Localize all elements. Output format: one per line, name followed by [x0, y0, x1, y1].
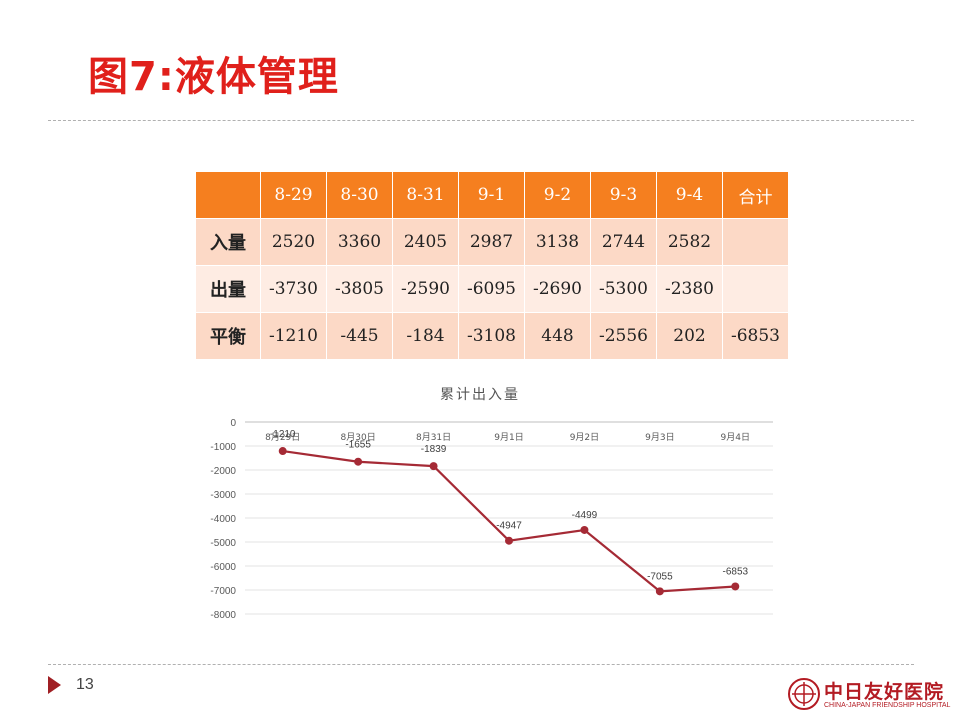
table-header-row: 8-29 8-30 8-31 9-1 9-2 9-3 9-4 合计	[195, 171, 789, 219]
table-cell: -6095	[458, 265, 525, 313]
table-cell: -2380	[656, 265, 723, 313]
table-cell: -184	[392, 312, 459, 360]
table-header-cell: 9-1	[458, 171, 525, 219]
table-cell: -3805	[326, 265, 393, 313]
hospital-name: 中日友好医院	[824, 681, 945, 703]
hospital-logo-icon	[788, 678, 820, 710]
table-row-intake: 入量 2520 3360 2405 2987 3138 2744 2582	[195, 218, 789, 266]
x-tick-label: 8月31日	[416, 432, 451, 443]
table-row-balance: 平衡 -1210 -445 -184 -3108 448 -2556 202 -…	[195, 312, 789, 360]
data-label: -4947	[496, 521, 522, 532]
data-label: -4499	[572, 510, 598, 521]
data-point	[505, 536, 513, 545]
table-header-cell: 合计	[722, 171, 789, 219]
y-tick-label: -2000	[210, 466, 236, 477]
x-tick-label: 9月1日	[494, 432, 523, 443]
table-cell: 448	[524, 312, 591, 360]
data-point	[655, 587, 664, 596]
y-tick-label: -3000	[210, 490, 236, 501]
table-cell: -2556	[590, 312, 657, 360]
table-cell: 2744	[590, 218, 657, 266]
x-tick-label: 8月29日	[265, 432, 300, 443]
fluid-table: 8-29 8-30 8-31 9-1 9-2 9-3 9-4 合计 入量 252…	[195, 171, 789, 360]
page-number: 13	[76, 676, 94, 693]
row-label: 平衡	[195, 312, 261, 360]
data-point	[580, 525, 589, 534]
y-tick-label: -6000	[210, 562, 236, 573]
data-point	[731, 582, 740, 591]
table-cell: -6853	[722, 312, 789, 360]
title-divider	[48, 120, 914, 121]
table-header-cell: 8-29	[260, 171, 327, 219]
hospital-name-en: CHINA-JAPAN FRIENDSHIP HOSPITAL	[824, 702, 951, 709]
row-label: 入量	[195, 218, 261, 266]
data-point	[429, 462, 438, 471]
table-cell	[722, 265, 789, 313]
data-point	[354, 457, 363, 466]
y-tick-label: -4000	[210, 514, 236, 525]
table-header-cell: 9-4	[656, 171, 723, 219]
table-header-cell: 8-30	[326, 171, 393, 219]
y-tick-label: 0	[230, 418, 236, 429]
table-cell: 3360	[326, 218, 393, 266]
y-tick-label: -7000	[210, 586, 236, 597]
table-cell: -2590	[392, 265, 459, 313]
table-header-cell: 8-31	[392, 171, 459, 219]
table-cell: -5300	[590, 265, 657, 313]
data-label: -1210	[270, 429, 296, 440]
table-cell: 202	[656, 312, 723, 360]
data-point	[278, 447, 287, 456]
table-header-cell	[195, 171, 261, 219]
table-cell: -2690	[524, 265, 591, 313]
x-tick-label: 9月2日	[570, 432, 599, 443]
table-cell: -3730	[260, 265, 327, 313]
data-label: -7055	[647, 571, 673, 582]
slide-title: 图7:液体管理	[88, 54, 339, 100]
footer-divider	[48, 664, 914, 665]
x-tick-label: 9月4日	[721, 432, 750, 443]
y-tick-label: -8000	[210, 610, 236, 621]
bullet-arrow-icon	[48, 676, 61, 694]
row-label: 出量	[195, 265, 261, 313]
data-label: -1655	[345, 440, 371, 451]
chart-title: 累计出入量	[440, 387, 520, 403]
table-cell	[722, 218, 789, 266]
table-row-output: 出量 -3730 -3805 -2590 -6095 -2690 -5300 -…	[195, 265, 789, 313]
y-tick-label: -1000	[210, 442, 236, 453]
x-tick-label: 9月3日	[645, 432, 674, 443]
data-label: -1839	[421, 444, 447, 455]
table-cell: 2582	[656, 218, 723, 266]
table-cell: 2520	[260, 218, 327, 266]
table-cell: -445	[326, 312, 393, 360]
table-header-cell: 9-3	[590, 171, 657, 219]
table-cell: 2405	[392, 218, 459, 266]
data-label: -6853	[722, 566, 748, 577]
y-tick-label: -5000	[210, 538, 236, 549]
x-tick-label: 8月30日	[341, 432, 376, 443]
